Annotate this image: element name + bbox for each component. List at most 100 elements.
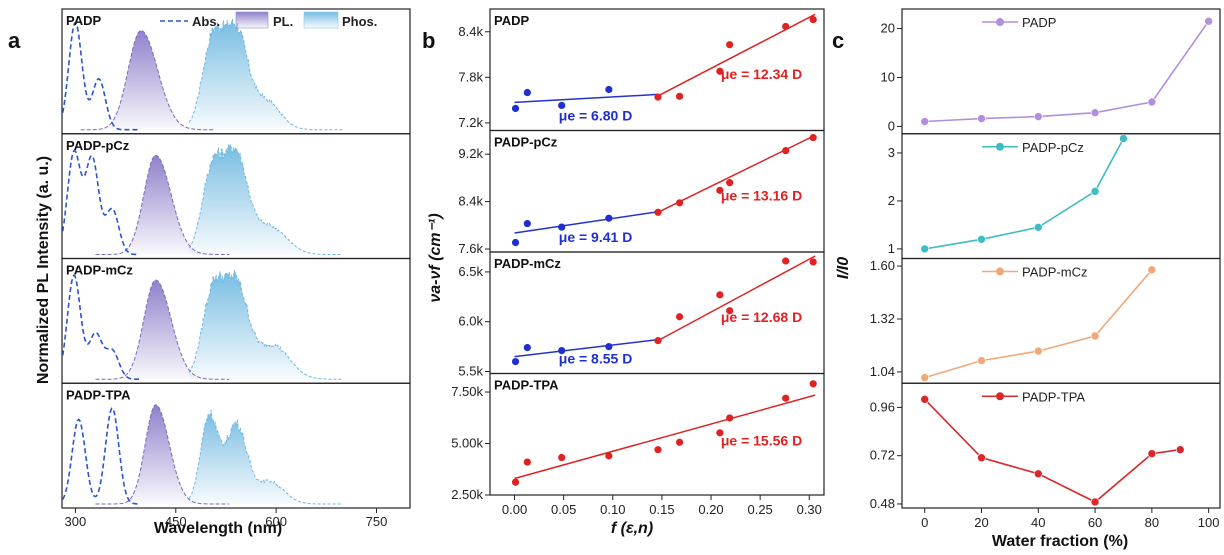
panel-c-ylabel: I/I0	[835, 257, 852, 279]
series-point	[977, 453, 986, 462]
panel-a-xtick-label: 600	[265, 514, 287, 529]
panel-b-xtick-label: 0.05	[551, 502, 576, 517]
red-data-point	[726, 307, 734, 315]
panel-c-frame	[901, 382, 1221, 509]
panel-c-xtick-label: 80	[1145, 515, 1159, 530]
red-data-point	[782, 394, 790, 402]
panel-a-xlabel: Wavelength (nm)	[154, 520, 282, 537]
panel-b-series-label: PADP-mCz	[494, 256, 561, 271]
series-point	[977, 235, 986, 244]
panel-a-series-label: PADP-mCz	[66, 263, 133, 278]
panel-letter-b: b	[422, 28, 435, 53]
panel-c-ytick-label: 1	[888, 241, 895, 256]
series-point	[920, 395, 930, 404]
series-point	[1147, 449, 1157, 458]
blue-data-point	[511, 357, 520, 366]
series-point	[1175, 445, 1185, 454]
red-data-point	[782, 147, 790, 155]
red-data-point	[782, 257, 790, 265]
abs-curve-PADP-mCz	[61, 274, 139, 380]
red-data-point	[654, 446, 662, 454]
mu-red-label: μe = 12.68 D	[721, 309, 802, 325]
legend-abs-label: Abs.	[192, 14, 220, 29]
red-data-point	[716, 291, 724, 299]
series-line-PADP-TPA	[924, 398, 1181, 503]
panel-b-xlabel: f (ε,n)	[611, 520, 653, 537]
panel-c-ytick-label: 0	[888, 118, 895, 133]
panel-b-ytick-label: 5.00k	[451, 436, 483, 451]
blue-data-point	[523, 219, 531, 228]
panel-b-ytick-label: 8.4k	[458, 194, 483, 209]
panel-c-ytick-label: 10	[881, 69, 895, 84]
blue-data-point	[558, 346, 566, 355]
panel-b-ytick-label: 8.4k	[458, 24, 483, 39]
blue-data-point	[605, 85, 613, 94]
panel-c-ytick-label: 0.96	[870, 399, 895, 414]
phos-area-PADP-mCz	[189, 270, 343, 380]
panel-c-ytick-label: 1.32	[870, 311, 895, 326]
panel-b-ytick-label: 9.2k	[458, 146, 483, 161]
red-data-point	[675, 92, 684, 100]
red-data-point	[654, 337, 662, 345]
red-data-point	[675, 438, 684, 446]
panel-b-series-label: PADP	[494, 13, 529, 28]
series-point	[1090, 187, 1100, 196]
panel-c-xtick-label: 20	[974, 515, 988, 530]
pl-curve-PADP-TPA	[95, 404, 230, 505]
legend-label: PADP-mCz	[1022, 265, 1087, 280]
red-fit-line	[514, 394, 816, 480]
series-point	[920, 373, 930, 382]
panel-c-xtick-label: 100	[1198, 515, 1220, 530]
pl-area-PADP-mCz	[95, 280, 230, 380]
panel-c-ytick-label: 3	[888, 145, 895, 160]
series-point	[1033, 469, 1043, 479]
panel-a-spectra: PADP PADP-pCz PADP-mCz PADP-TPA 300 450 600 750…	[61, 8, 411, 529]
pl-area-PADP-pCz	[95, 155, 230, 255]
blue-data-point	[523, 88, 531, 97]
panel-c-ytick-label: 2	[888, 193, 895, 208]
series-point	[1033, 223, 1043, 232]
red-data-point	[726, 41, 734, 49]
panel-b-xtick-label: 0.10	[600, 502, 625, 517]
red-data-point	[809, 380, 817, 388]
legend-pl-label: PL.	[273, 14, 293, 29]
legend-phos-label: Phos.	[342, 14, 377, 29]
panel-b-ytick-label: 2.50k	[451, 487, 483, 502]
legend-pl-swatch	[235, 11, 269, 29]
red-fit-line	[657, 134, 816, 213]
series-line-PADP-mCz	[924, 269, 1153, 379]
panel-b-ytick-label: 5.5k	[458, 364, 483, 379]
panel-a-xtick-label: 450	[165, 514, 187, 529]
blue-data-point	[511, 104, 520, 113]
red-data-point	[809, 134, 817, 142]
series-point	[1147, 97, 1157, 107]
series-point	[920, 117, 930, 126]
legend-marker	[996, 267, 1004, 276]
series-point	[1090, 331, 1100, 341]
panel-b-xtick-label: 0.00	[502, 502, 527, 517]
series-line-PADP	[924, 20, 1210, 123]
blue-fit-line	[514, 210, 659, 234]
panel-a-frame	[61, 382, 411, 509]
red-data-point	[716, 67, 724, 75]
blue-data-point	[511, 238, 520, 247]
red-data-point	[511, 478, 520, 486]
panel-b-ytick-label: 6.0k	[458, 314, 483, 329]
panel-c-ytick-label: 0.48	[870, 496, 895, 511]
legend-label: PADP-pCz	[1022, 140, 1084, 155]
legend-marker	[996, 392, 1004, 401]
phos-curve-PADP-pCz	[188, 143, 343, 255]
mu-blue-label: μe = 9.41 D	[559, 229, 633, 245]
red-data-point	[809, 258, 817, 266]
panel-b-xtick-label: 0.30	[797, 502, 822, 517]
legend-phos-swatch	[303, 11, 339, 29]
panel-c-ytick-label: 1.60	[870, 258, 895, 273]
panel-b-ylabel: νa-νf (cm⁻¹)	[427, 213, 444, 302]
red-data-point	[654, 93, 662, 101]
panel-a-xtick-label: 750	[366, 514, 388, 529]
panel-c-xtick-label: 0	[921, 515, 928, 530]
series-point	[977, 114, 986, 123]
panel-c-xlabel: Water fraction (%)	[992, 533, 1128, 550]
panel-c-ytick-label: 20	[881, 21, 895, 36]
panel-b-ytick-label: 7.2k	[458, 115, 483, 130]
